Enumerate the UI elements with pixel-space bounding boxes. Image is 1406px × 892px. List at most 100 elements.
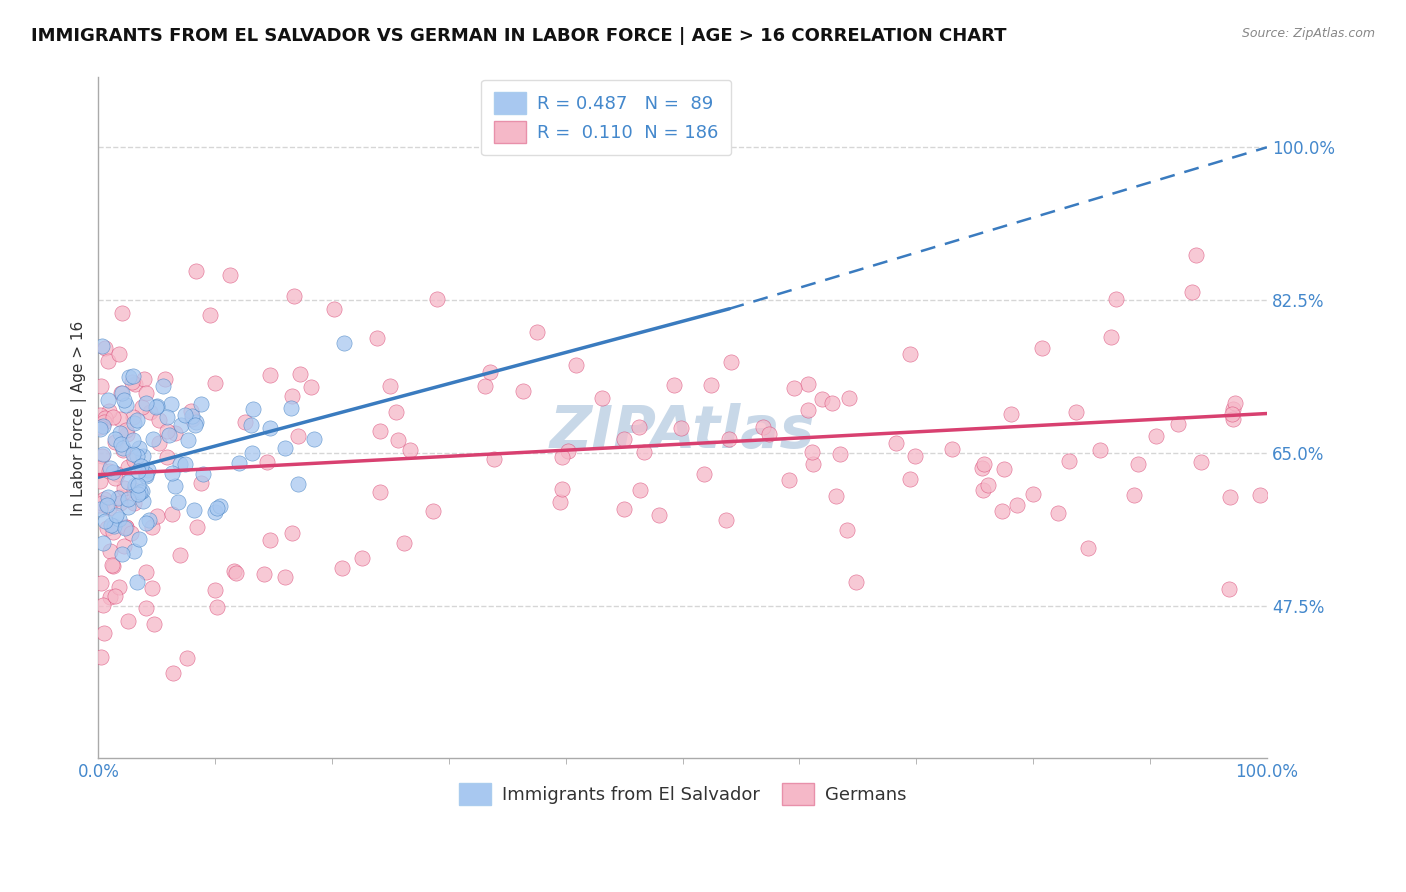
Point: [104, 470, 127, 484]
Point: [89, 408, 111, 422]
Point: [1222, 412, 1244, 426]
Point: [121, 369, 143, 384]
Point: [378, 379, 401, 393]
Point: [1219, 490, 1241, 504]
Point: [628, 483, 651, 497]
Point: [198, 308, 221, 322]
Point: [129, 484, 152, 499]
Point: [129, 458, 152, 473]
Point: [1181, 285, 1204, 300]
Point: [366, 331, 388, 345]
Point: [163, 479, 186, 493]
Point: [176, 651, 198, 665]
Point: [184, 415, 207, 429]
Point: [97, 500, 120, 515]
Point: [299, 380, 322, 394]
Point: [93, 415, 115, 429]
Point: [422, 504, 444, 518]
Point: [103, 519, 125, 533]
Point: [131, 400, 153, 414]
Point: [699, 377, 721, 392]
Point: [120, 526, 142, 541]
Point: [142, 432, 165, 446]
Point: [91, 447, 114, 461]
Point: [108, 512, 131, 526]
Point: [392, 536, 415, 550]
Point: [101, 558, 124, 573]
Point: [98, 460, 121, 475]
Point: [1144, 428, 1167, 442]
Text: ZIPAtlas: ZIPAtlas: [550, 403, 815, 460]
Point: [117, 475, 139, 489]
Point: [98, 464, 121, 478]
Point: [122, 543, 145, 558]
Point: [132, 449, 155, 463]
Point: [101, 409, 124, 424]
Point: [169, 549, 191, 563]
Point: [190, 476, 212, 491]
Point: [115, 398, 138, 412]
Point: [132, 493, 155, 508]
Point: [93, 514, 115, 528]
Point: [135, 395, 157, 409]
Point: [91, 449, 114, 463]
Point: [302, 432, 325, 446]
Point: [797, 402, 820, 417]
Point: [138, 513, 160, 527]
Point: [1000, 408, 1022, 422]
Point: [205, 600, 228, 615]
Point: [322, 301, 344, 316]
Point: [280, 401, 302, 415]
Point: [135, 565, 157, 579]
Y-axis label: In Labor Force | Age > 16: In Labor Force | Age > 16: [72, 320, 87, 516]
Point: [801, 457, 824, 471]
Point: [104, 590, 127, 604]
Point: [1064, 404, 1087, 418]
Point: [122, 495, 145, 509]
Point: [93, 491, 115, 506]
Point: [115, 423, 138, 437]
Point: [91, 535, 114, 549]
Point: [274, 570, 297, 584]
Point: [399, 442, 422, 457]
Point: [204, 376, 226, 391]
Point: [205, 500, 228, 515]
Point: [718, 432, 741, 446]
Point: [280, 526, 302, 541]
Point: [152, 379, 174, 393]
Point: [128, 532, 150, 546]
Point: [280, 389, 302, 403]
Point: [796, 376, 818, 391]
Point: [991, 503, 1014, 517]
Point: [627, 420, 650, 434]
Point: [800, 445, 823, 459]
Point: [1123, 488, 1146, 502]
Point: [838, 391, 860, 405]
Point: [288, 367, 311, 381]
Point: [111, 443, 134, 458]
Point: [174, 457, 197, 471]
Point: [1022, 487, 1045, 501]
Point: [97, 393, 120, 408]
Point: [820, 396, 842, 410]
Point: [94, 410, 117, 425]
Point: [121, 376, 143, 390]
Point: [111, 547, 134, 561]
Point: [565, 358, 588, 372]
Point: [169, 457, 191, 471]
Point: [387, 433, 409, 447]
Point: [941, 442, 963, 457]
Point: [548, 495, 571, 509]
Point: [121, 409, 143, 424]
Point: [112, 539, 135, 553]
Point: [162, 666, 184, 681]
Point: [128, 441, 150, 455]
Point: [1105, 292, 1128, 306]
Point: [482, 451, 505, 466]
Point: [693, 467, 716, 481]
Point: [148, 435, 170, 450]
Point: [146, 508, 169, 523]
Point: [141, 581, 163, 595]
Point: [828, 447, 851, 461]
Point: [898, 472, 921, 486]
